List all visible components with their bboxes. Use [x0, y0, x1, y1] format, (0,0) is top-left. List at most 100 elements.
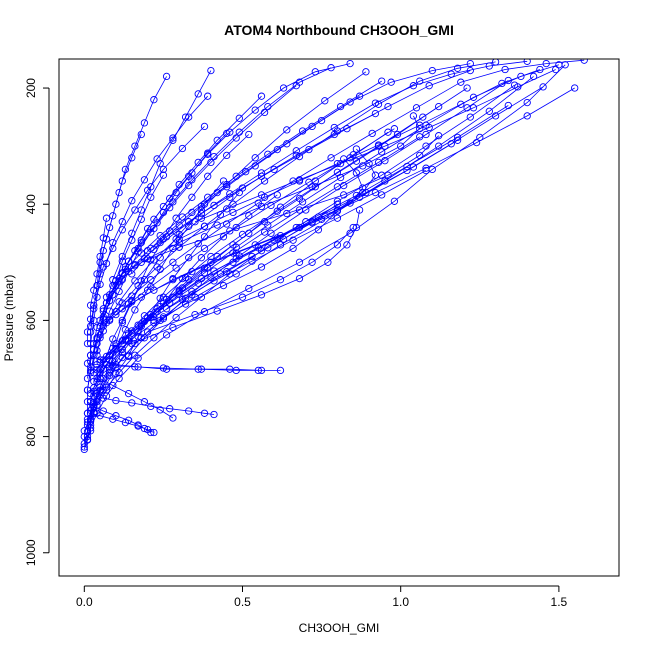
data-point [115, 188, 123, 197]
series-line [112, 80, 382, 286]
data-point [112, 277, 120, 285]
series-49 [124, 188, 243, 359]
data-point [128, 329, 136, 337]
data-point [200, 222, 209, 230]
data-point [346, 59, 354, 68]
data-point [99, 247, 107, 255]
data-point [124, 416, 133, 424]
data-point [371, 188, 380, 197]
data-point [147, 428, 155, 437]
data-point [99, 263, 107, 271]
data-point [178, 213, 187, 221]
data-point [137, 215, 145, 223]
data-point [232, 243, 240, 251]
data-point [295, 176, 304, 184]
series-line [90, 95, 262, 362]
data-point [194, 365, 202, 373]
data-point [207, 158, 215, 167]
data-point [232, 134, 240, 142]
data-point [102, 214, 111, 222]
data-point [134, 333, 142, 341]
data-point [251, 106, 259, 114]
data-point [150, 224, 158, 233]
data-point [264, 102, 272, 111]
data-point [295, 258, 304, 266]
data-point [128, 197, 136, 205]
data-point [159, 364, 168, 372]
data-point [118, 177, 126, 185]
x-tick-label: 0.5 [234, 595, 251, 609]
data-point [112, 200, 120, 208]
series-line [166, 203, 338, 310]
data-point [523, 98, 531, 107]
data-point [226, 365, 234, 373]
data-point [457, 78, 465, 86]
data-point [83, 436, 92, 444]
data-point [200, 233, 209, 241]
data-point [346, 98, 354, 106]
data-point [321, 97, 329, 105]
data-point [169, 134, 177, 142]
data-point [251, 154, 259, 162]
data-point [498, 79, 506, 88]
series-29 [143, 223, 357, 336]
data-point [112, 339, 120, 348]
series-line [87, 363, 281, 371]
data-point [169, 323, 177, 332]
data-point [150, 286, 158, 294]
data-point [485, 107, 493, 115]
data-point [251, 162, 259, 170]
data-point [178, 144, 187, 153]
data-point [219, 177, 228, 185]
data-point [264, 244, 272, 252]
data-point [131, 206, 139, 214]
data-point [83, 359, 92, 368]
data-point [140, 119, 149, 127]
data-point [352, 169, 361, 177]
data-point [330, 123, 338, 132]
data-point [245, 130, 253, 139]
data-point [137, 238, 145, 247]
series-51 [150, 191, 281, 325]
data-point [333, 214, 342, 222]
data-point [178, 274, 187, 283]
series-line [93, 87, 575, 373]
data-point [257, 202, 266, 211]
data-point [185, 254, 193, 262]
data-point [333, 168, 342, 176]
series-52 [162, 200, 342, 313]
data-point [390, 125, 399, 133]
series-line [128, 192, 240, 356]
data-point [90, 408, 98, 416]
data-point [162, 72, 171, 81]
data-point [428, 165, 436, 174]
data-point [128, 339, 136, 348]
data-point [207, 252, 215, 261]
data-point [112, 396, 120, 405]
data-point [219, 281, 228, 290]
series-46 [83, 214, 111, 348]
data-point [109, 244, 117, 253]
data-point [260, 177, 269, 185]
data-point [223, 183, 231, 191]
data-point [580, 59, 588, 64]
data-point [333, 183, 342, 191]
series-line [153, 194, 278, 321]
data-point [86, 417, 95, 426]
y-tick-label: 600 [24, 310, 38, 330]
data-point [216, 270, 225, 278]
data-point [514, 83, 522, 91]
data-point [257, 291, 266, 299]
series-line [115, 148, 376, 315]
data-point [99, 394, 107, 402]
series-line [147, 70, 471, 252]
data-point [83, 374, 92, 383]
series-line [122, 158, 364, 310]
data-point [279, 235, 288, 243]
data-point [140, 255, 149, 263]
data-point [143, 286, 152, 294]
data-point [333, 241, 342, 249]
y-axis-label: Pressure (mbar) [2, 275, 16, 362]
data-point [153, 219, 161, 227]
data-point [447, 140, 455, 148]
